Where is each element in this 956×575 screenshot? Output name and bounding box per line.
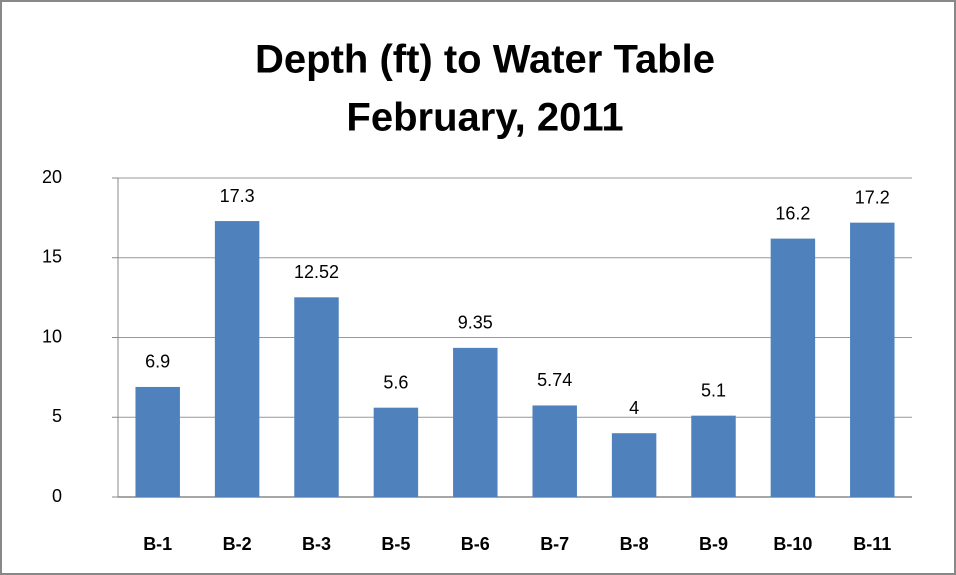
x-tick-label: B-1 bbox=[143, 534, 172, 554]
x-tick-label: B-2 bbox=[223, 534, 252, 554]
bar bbox=[373, 407, 419, 497]
x-tick-label: B-7 bbox=[540, 534, 569, 554]
bar bbox=[294, 297, 339, 497]
x-tick-label: B-6 bbox=[461, 534, 490, 554]
bar bbox=[532, 405, 577, 497]
bar bbox=[214, 221, 260, 497]
x-tick-label: B-5 bbox=[381, 534, 410, 554]
bar bbox=[135, 386, 180, 497]
data-label: 17.3 bbox=[220, 186, 255, 206]
bar bbox=[691, 415, 736, 497]
data-label: 9.35 bbox=[458, 313, 493, 333]
data-label: 12.52 bbox=[294, 262, 339, 282]
data-label: 6.9 bbox=[145, 352, 170, 372]
bar bbox=[770, 238, 816, 498]
x-tick-label: B-10 bbox=[773, 534, 812, 554]
bar bbox=[453, 347, 498, 497]
chart-title: Depth (ft) to Water Table bbox=[255, 38, 715, 82]
data-label: 5.1 bbox=[701, 380, 726, 400]
y-tick-label: 20 bbox=[42, 167, 62, 187]
data-label: 16.2 bbox=[775, 203, 810, 223]
x-tick-label: B-8 bbox=[620, 534, 649, 554]
x-tick-label: B-3 bbox=[302, 534, 331, 554]
data-label: 5.74 bbox=[537, 370, 572, 390]
data-label: 5.6 bbox=[383, 372, 408, 392]
chart-title: February, 2011 bbox=[346, 96, 623, 140]
y-tick-label: 0 bbox=[52, 486, 62, 506]
y-tick-label: 10 bbox=[42, 326, 62, 346]
bar bbox=[850, 222, 895, 497]
data-label: 17.2 bbox=[855, 187, 890, 207]
y-tick-label: 15 bbox=[42, 247, 62, 267]
x-tick-label: B-9 bbox=[699, 534, 728, 554]
bar bbox=[611, 433, 657, 497]
x-tick-label: B-11 bbox=[853, 534, 891, 554]
data-label: 4 bbox=[629, 398, 639, 418]
y-tick-label: 5 bbox=[52, 406, 62, 426]
